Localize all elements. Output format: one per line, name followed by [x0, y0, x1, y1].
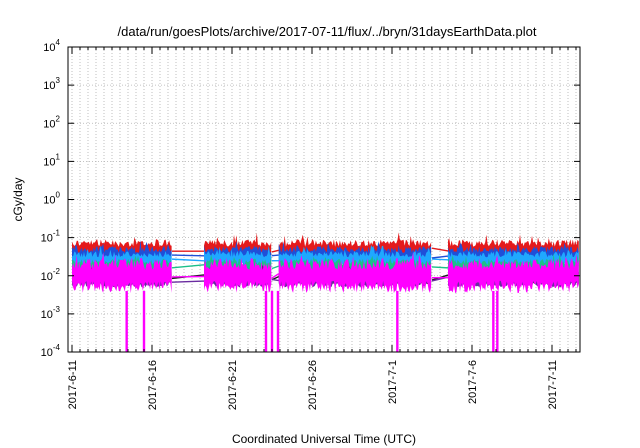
x-axis-label: Coordinated Universal Time (UTC) — [232, 432, 416, 446]
series-6 — [72, 251, 579, 294]
y-axis: 10-4 10-3 10-2 10-1 100 101 102 103 104 — [41, 38, 580, 359]
series-band — [278, 251, 432, 294]
plot-series — [72, 232, 579, 352]
y-tick-label: 102 — [43, 114, 60, 130]
x-tick-label: 2017-6-16 — [147, 360, 159, 410]
y-tick-label: 100 — [43, 191, 60, 207]
series-gap-connector — [271, 249, 279, 253]
series-band — [448, 254, 579, 294]
y-tick-label: 104 — [43, 38, 60, 54]
y-tick-label: 10-2 — [41, 267, 61, 283]
series-gap-connector — [171, 280, 205, 283]
y-axis-label: cGy/day — [11, 177, 25, 221]
y-tick-label: 10-3 — [41, 305, 61, 321]
x-tick-label: 2017-6-11 — [67, 360, 79, 409]
y-tick-label: 101 — [43, 152, 60, 168]
x-tick-label: 2017-7-11 — [547, 360, 559, 409]
series-gap-connector — [271, 265, 279, 270]
series-gap-connector — [171, 254, 205, 257]
y-tick-label: 103 — [43, 76, 60, 92]
x-tick-label: 2017-7-1 — [387, 360, 399, 404]
x-tick-label: 2017-6-26 — [307, 360, 319, 410]
series-gap-connector — [431, 266, 449, 269]
x-tick-label: 2017-6-21 — [227, 360, 239, 410]
x-tick-label: 2017-7-6 — [467, 360, 479, 404]
x-axis: 2017-6-11 2017-6-16 2017-6-21 2017-6-26 2017… — [67, 47, 577, 410]
series-gap-connector — [431, 247, 449, 252]
series-gap-connector — [431, 255, 449, 259]
series-band — [204, 257, 272, 293]
series-gap-connector — [271, 254, 279, 257]
series-gap-connector — [271, 278, 279, 282]
series-gap-connector — [431, 258, 449, 261]
chart-title: /data/run/goesPlots/archive/2017-07-11/f… — [118, 24, 537, 39]
series-gap-connector — [171, 264, 205, 269]
series-band — [72, 252, 172, 294]
series-gap-connector — [171, 258, 205, 262]
y-tick-label: 10-1 — [41, 229, 61, 245]
series-gap-connector — [271, 273, 280, 279]
y-tick-label: 10-4 — [41, 343, 61, 359]
